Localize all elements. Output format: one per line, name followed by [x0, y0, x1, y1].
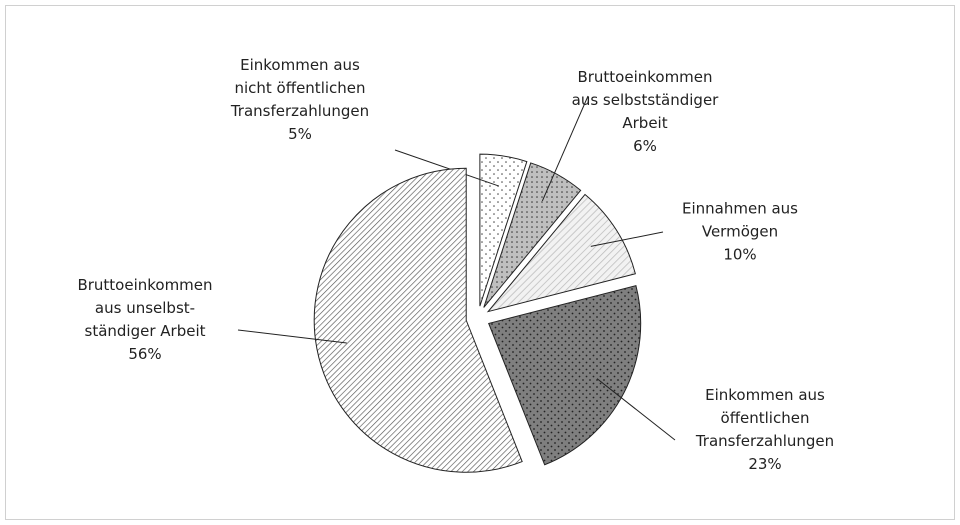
value-label: 23%: [748, 455, 782, 473]
slice-group: [479, 153, 528, 307]
slice: [483, 162, 582, 308]
slice: [313, 167, 523, 473]
slice-group: [483, 162, 582, 308]
slice-group: [486, 193, 636, 313]
data-label: Bruttoeinkommen aus selbstständiger Arbe…: [545, 66, 745, 158]
data-label: Einkommen aus öffentlichen Transferzahlu…: [665, 384, 865, 476]
category-label: Bruttoeinkommen aus selbstständiger Arbe…: [571, 68, 719, 132]
category-label: Einkommen aus nicht öffentlichen Transfe…: [230, 56, 370, 120]
value-label: 10%: [723, 245, 757, 264]
slice-group: [313, 167, 523, 473]
frame: [5, 5, 955, 520]
category-label: Einkommen aus öffentlichen Transferzahlu…: [695, 386, 835, 450]
slice: [479, 153, 528, 307]
value-label: 56%: [128, 345, 162, 363]
leader-line: [596, 378, 676, 441]
data-label: Bruttoeinkommen aus unselbst- ständiger …: [45, 274, 245, 366]
slice: [486, 193, 636, 313]
value-label: 6%: [633, 137, 657, 155]
leader-line: [394, 149, 500, 187]
category-label: Bruttoeinkommen aus unselbst- ständiger …: [77, 276, 213, 340]
value-label: 5%: [288, 125, 312, 143]
data-label: Einnahmen aus Vermögen 10%: [640, 198, 840, 267]
leader-line: [590, 231, 664, 247]
leader-line: [237, 329, 347, 344]
slice-group: [488, 285, 642, 466]
slice: [488, 285, 642, 466]
data-label: Einkommen aus nicht öffentlichen Transfe…: [200, 54, 400, 146]
leader-line: [541, 95, 589, 202]
category-label: Einnahmen aus Vermögen: [682, 199, 798, 241]
